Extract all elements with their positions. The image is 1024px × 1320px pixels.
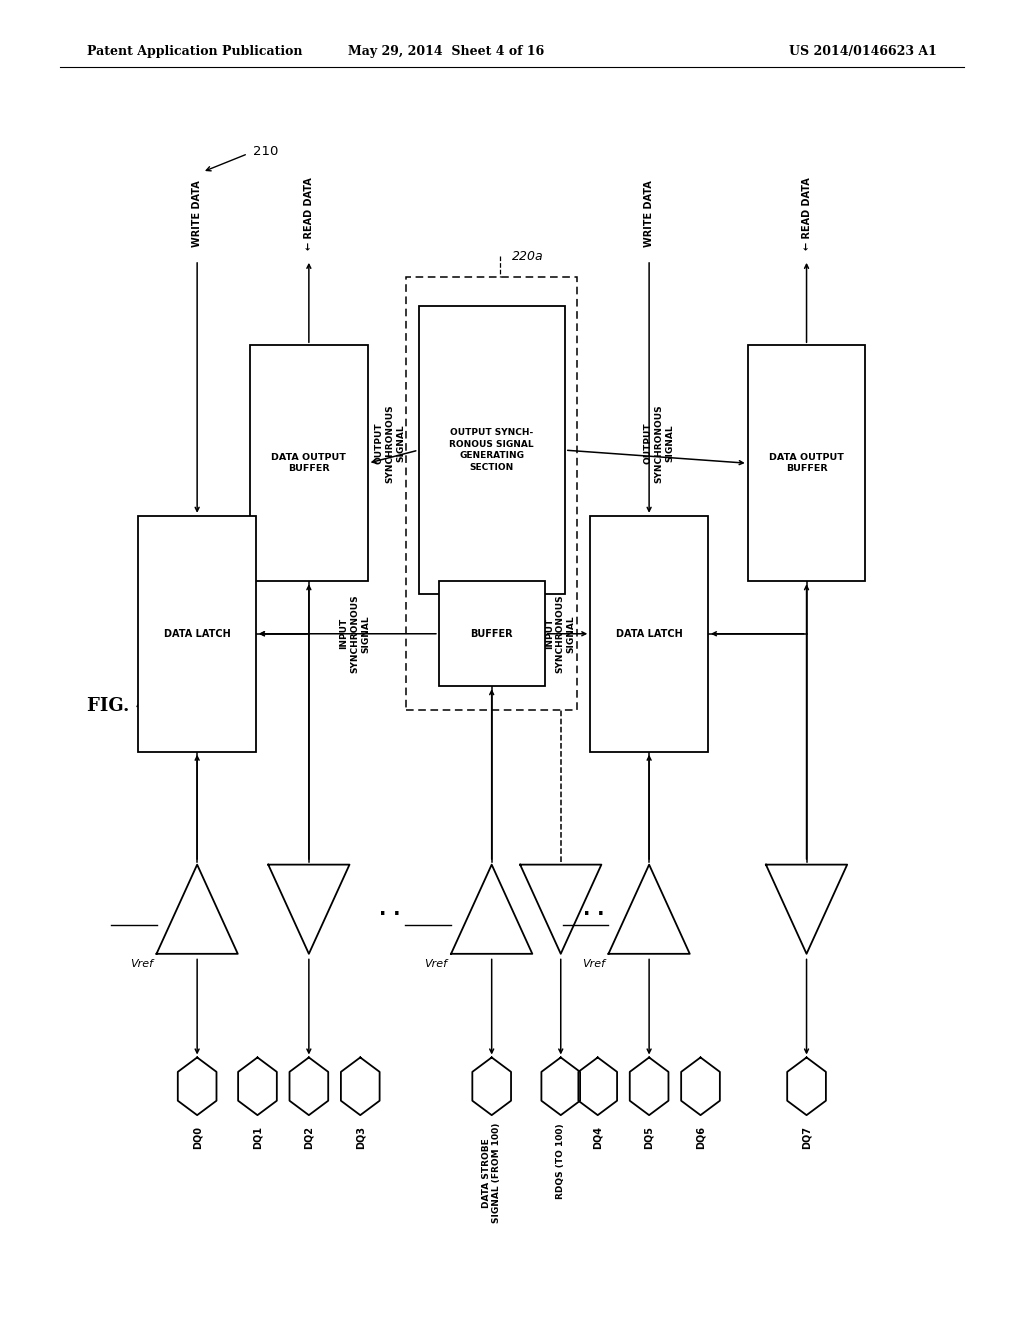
Bar [138, 516, 256, 752]
Text: Vref: Vref [424, 960, 447, 969]
Polygon shape [608, 865, 690, 954]
Bar [439, 581, 545, 686]
Text: INPUT
SYNCHRONOUS
SIGNAL: INPUT SYNCHRONOUS SIGNAL [545, 594, 575, 673]
Text: RDQS (TO 100): RDQS (TO 100) [556, 1123, 565, 1199]
Text: DATA LATCH: DATA LATCH [164, 628, 230, 639]
Text: DQ5: DQ5 [644, 1126, 654, 1148]
Text: DQ6: DQ6 [695, 1126, 706, 1148]
Polygon shape [630, 1057, 669, 1115]
Bar [419, 306, 565, 594]
Polygon shape [239, 1057, 276, 1115]
Text: ← READ DATA: ← READ DATA [802, 178, 812, 251]
Polygon shape [268, 865, 349, 954]
Text: . .: . . [379, 900, 400, 919]
Polygon shape [472, 1057, 511, 1115]
Polygon shape [520, 865, 601, 954]
Polygon shape [341, 1057, 380, 1115]
Polygon shape [178, 1057, 216, 1115]
Text: DQ4: DQ4 [593, 1126, 603, 1148]
Polygon shape [157, 865, 238, 954]
Text: OUTPUT
SYNCHRONOUS
SIGNAL: OUTPUT SYNCHRONOUS SIGNAL [644, 404, 675, 483]
Text: May 29, 2014  Sheet 4 of 16: May 29, 2014 Sheet 4 of 16 [348, 45, 544, 58]
Text: DQ7: DQ7 [802, 1126, 812, 1148]
Text: DQ2: DQ2 [304, 1126, 314, 1148]
Text: Vref: Vref [130, 960, 153, 969]
Polygon shape [542, 1057, 581, 1115]
Text: . .: . . [583, 900, 604, 919]
Text: DATA OUTPUT
BUFFER: DATA OUTPUT BUFFER [769, 453, 844, 474]
Text: DATA OUTPUT
BUFFER: DATA OUTPUT BUFFER [271, 453, 346, 474]
Polygon shape [681, 1057, 720, 1115]
Polygon shape [290, 1057, 329, 1115]
Text: Patent Application Publication: Patent Application Publication [87, 45, 303, 58]
Bar [407, 277, 577, 710]
Polygon shape [579, 1057, 617, 1115]
Bar [748, 346, 865, 581]
Text: DQ1: DQ1 [253, 1126, 262, 1148]
Text: Vref: Vref [582, 960, 605, 969]
Text: OUTPUT SYNCH-
RONOUS SIGNAL
GENERATING
SECTION: OUTPUT SYNCH- RONOUS SIGNAL GENERATING S… [450, 429, 534, 471]
Bar [590, 516, 708, 752]
Text: DQ3: DQ3 [355, 1126, 366, 1148]
Text: INPUT
SYNCHRONOUS
SIGNAL: INPUT SYNCHRONOUS SIGNAL [339, 594, 370, 673]
Text: DATA STROBE
SIGNAL (FROM 100): DATA STROBE SIGNAL (FROM 100) [482, 1123, 502, 1224]
Text: BUFFER: BUFFER [470, 628, 513, 639]
Text: ← READ DATA: ← READ DATA [304, 178, 314, 251]
Text: WRITE DATA: WRITE DATA [644, 181, 654, 247]
Text: FIG. 4: FIG. 4 [87, 697, 148, 715]
Text: OUTPUT
SYNCHRONOUS
SIGNAL: OUTPUT SYNCHRONOUS SIGNAL [375, 404, 406, 483]
Text: DATA LATCH: DATA LATCH [615, 628, 682, 639]
Text: 210: 210 [253, 145, 279, 157]
Text: DQ0: DQ0 [193, 1126, 202, 1148]
Text: 220a: 220a [512, 249, 544, 263]
Bar [250, 346, 368, 581]
Text: WRITE DATA: WRITE DATA [193, 181, 202, 247]
Polygon shape [766, 865, 847, 954]
Polygon shape [451, 865, 532, 954]
Text: US 2014/0146623 A1: US 2014/0146623 A1 [788, 45, 937, 58]
Polygon shape [787, 1057, 826, 1115]
